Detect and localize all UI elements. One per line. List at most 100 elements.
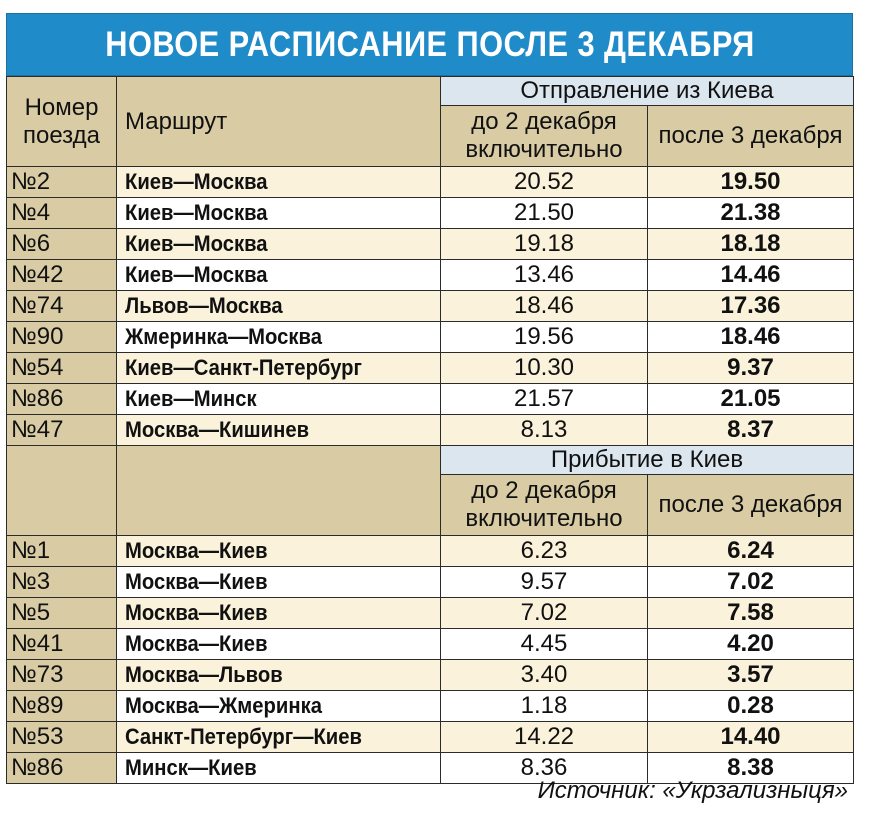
departure-before-header: до 2 декабря включительно [440,105,648,167]
new-time: 18.18 [647,228,854,260]
route-text: Киев—Минск [125,386,257,411]
new-time: 4.20 [647,628,854,660]
new-time: 18.46 [647,321,854,353]
route-name: Москва—Киев [116,597,441,629]
train-number: №74 [6,290,117,322]
old-time: 8.13 [440,414,648,446]
old-time: 1.18 [440,690,648,722]
train-number: №89 [6,690,117,722]
route-name: Санкт-Петербург—Киев [116,721,441,753]
departure-row: №54 Киев—Санкт-Петербург 10.30 9.37 [6,352,854,384]
train-number: №2 [6,166,117,198]
departure-row: №86 Киев—Минск 21.57 21.05 [6,383,854,415]
old-time: 13.46 [440,259,648,291]
route-text: Москва—Жмеринка [125,693,322,718]
old-time: 6.23 [440,535,648,567]
route-text: Москва—Кишинев [125,417,310,442]
new-time: 21.38 [647,197,854,229]
arrival-row: №3 Москва—Киев 9.57 7.02 [6,566,854,598]
route-text: Киев—Москва [125,262,268,287]
train-number: №42 [6,259,117,291]
old-time: 21.50 [440,197,648,229]
arrival-after-header: после 3 декабря [647,474,854,536]
new-time: 14.40 [647,721,854,753]
route-name: Москва—Жмеринка [116,690,441,722]
train-number: №90 [6,321,117,353]
route-name: Москва—Кишинев [116,414,441,446]
old-time: 8.36 [440,752,648,784]
train-number: №6 [6,228,117,260]
new-time: 9.37 [647,352,854,384]
schedule-title: НОВОЕ РАСПИСАНИЕ ПОСЛЕ 3 ДЕКАБРЯ [6,13,853,76]
train-number: №41 [6,628,117,660]
new-time: 8.38 [647,752,854,784]
arrival-group-header: Прибытие в Киев [440,445,854,475]
route-name: Киев—Москва [116,166,441,198]
departure-row: №47 Москва—Кишинев 8.13 8.37 [6,414,854,446]
route-name: Киев—Москва [116,228,441,260]
route-text: Киев—Москва [125,200,268,225]
train-number: №73 [6,659,117,691]
arrival-row: №41 Москва—Киев 4.45 4.20 [6,628,854,660]
new-time: 8.37 [647,414,854,446]
old-time: 9.57 [440,566,648,598]
departure-row: №74 Львов—Москва 18.46 17.36 [6,290,854,322]
old-time: 20.52 [440,166,648,198]
departure-row: №6 Киев—Москва 19.18 18.18 [6,228,854,260]
arrival-blank-route [116,445,441,536]
train-number: №4 [6,197,117,229]
departure-row: №4 Киев—Москва 21.50 21.38 [6,197,854,229]
old-time: 21.57 [440,383,648,415]
source-note: Источник: «Укрзализныця» [537,777,848,804]
route-name: Жмеринка—Москва [116,321,441,353]
arrival-blank-num [6,445,117,536]
old-time: 19.18 [440,228,648,260]
old-time: 7.02 [440,597,648,629]
route-name: Киев—Москва [116,259,441,291]
schedule-title-text: НОВОЕ РАСПИСАНИЕ ПОСЛЕ 3 ДЕКАБРЯ [104,24,755,64]
new-time: 14.46 [647,259,854,291]
train-number: №5 [6,597,117,629]
route-text: Львов—Москва [125,293,283,318]
route-header: Маршрут [116,76,441,167]
new-time: 6.24 [647,535,854,567]
route-name: Москва—Киев [116,628,441,660]
new-time: 7.02 [647,566,854,598]
route-name: Киев—Минск [116,383,441,415]
new-time: 21.05 [647,383,854,415]
train-number: №3 [6,566,117,598]
departure-row: №90 Жмеринка—Москва 19.56 18.46 [6,321,854,353]
old-time: 18.46 [440,290,648,322]
schedule-infographic: НОВОЕ РАСПИСАНИЕ ПОСЛЕ 3 ДЕКАБРЯ Номер п… [6,13,854,784]
train-number: №47 [6,414,117,446]
new-time: 17.36 [647,290,854,322]
route-name: Минск—Киев [116,752,441,784]
arrival-row: №1 Москва—Киев 6.23 6.24 [6,535,854,567]
route-text: Москва—Киев [125,600,268,625]
route-text: Москва—Львов [125,662,283,687]
train-no-header: Номер поезда [6,76,117,167]
route-name: Киев—Москва [116,197,441,229]
old-time: 3.40 [440,659,648,691]
route-text: Киев—Москва [125,231,268,256]
route-text: Жмеринка—Москва [125,324,322,349]
departure-header-row-2: до 2 декабря включительно после 3 декабр… [7,105,854,167]
train-number: №86 [6,752,117,784]
route-name: Москва—Киев [116,535,441,567]
train-number: №1 [6,535,117,567]
route-text: Москва—Киев [125,538,268,563]
route-text: Киев—Москва [125,169,268,194]
new-time: 7.58 [647,597,854,629]
train-number: №86 [6,383,117,415]
old-time: 14.22 [440,721,648,753]
schedule-table-body: Номер поезда Маршрут Отправление из Киев… [6,76,854,784]
route-text: Минск—Киев [125,755,257,780]
arrival-row: №89 Москва—Жмеринка 1.18 0.28 [6,690,854,722]
departure-header-row-1: Номер поезда Маршрут Отправление из Киев… [6,76,854,167]
departure-row: №42 Киев—Москва 13.46 14.46 [6,259,854,291]
departure-after-header: после 3 декабря [647,105,854,167]
schedule-table: Номер поезда Маршрут Отправление из Киев… [6,76,854,784]
route-text: Санкт-Петербург—Киев [125,724,362,749]
new-time: 0.28 [647,690,854,722]
arrival-row: №73 Москва—Львов 3.40 3.57 [6,659,854,691]
